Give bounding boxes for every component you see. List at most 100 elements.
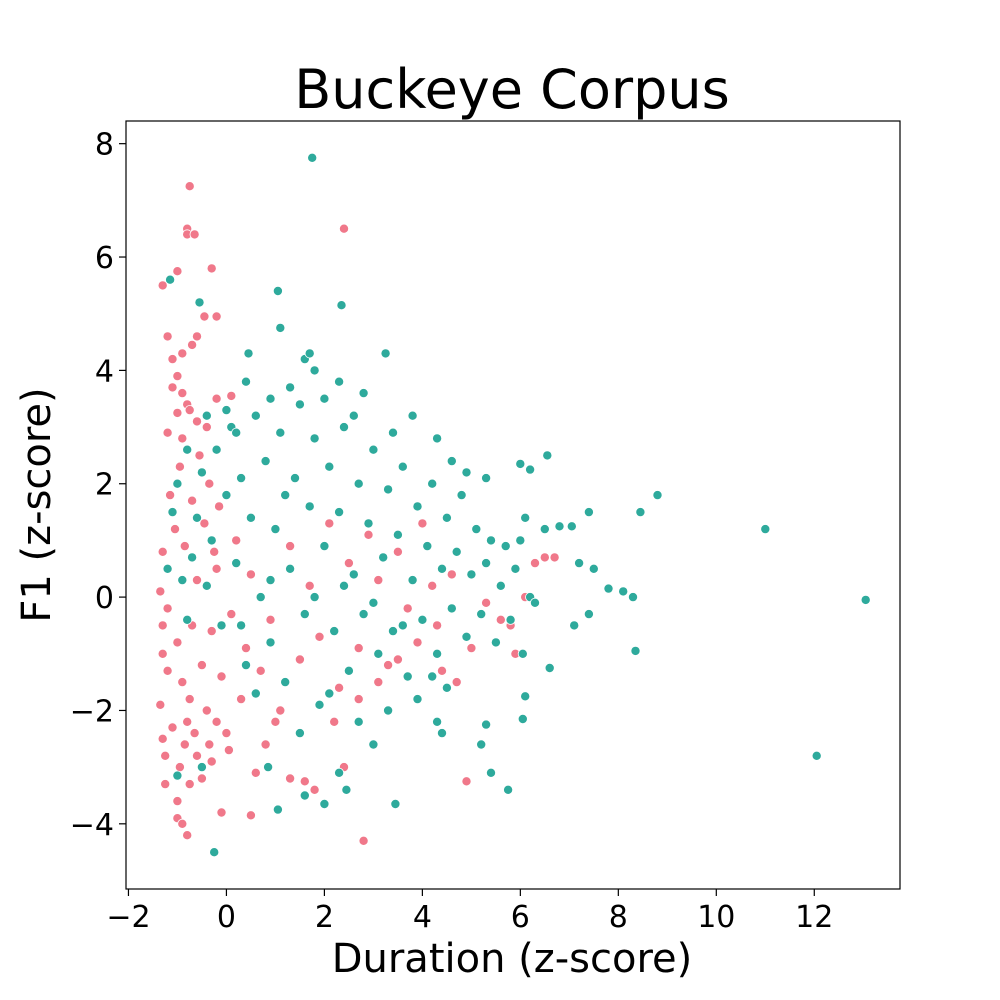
data-point-series-1 bbox=[329, 716, 340, 727]
data-point-series-2 bbox=[201, 580, 212, 591]
data-point-series-1 bbox=[204, 478, 215, 489]
data-point-series-2 bbox=[485, 767, 496, 778]
data-point-series-2 bbox=[495, 580, 506, 591]
data-point-series-1 bbox=[177, 348, 188, 359]
y-tick-label: 0 bbox=[95, 581, 114, 616]
data-point-series-2 bbox=[422, 541, 433, 552]
data-point-series-2 bbox=[436, 563, 447, 574]
data-point-series-2 bbox=[240, 660, 251, 671]
data-point-series-1 bbox=[167, 722, 178, 733]
data-point-series-1 bbox=[206, 263, 217, 274]
data-point-series-2 bbox=[566, 521, 577, 532]
data-point-series-1 bbox=[172, 407, 183, 418]
data-point-series-2 bbox=[412, 501, 423, 512]
data-point-series-1 bbox=[162, 331, 173, 342]
data-point-series-1 bbox=[358, 835, 369, 846]
data-point-series-1 bbox=[226, 390, 237, 401]
data-point-series-2 bbox=[520, 691, 531, 702]
data-point-series-2 bbox=[187, 552, 198, 563]
data-point-series-1 bbox=[206, 626, 217, 637]
data-point-series-2 bbox=[517, 714, 528, 725]
data-point-series-1 bbox=[245, 569, 256, 580]
data-point-series-1 bbox=[231, 535, 242, 546]
data-point-series-1 bbox=[265, 614, 276, 625]
data-point-series-2 bbox=[515, 458, 526, 469]
data-point-series-1 bbox=[539, 552, 550, 563]
data-point-series-1 bbox=[172, 637, 183, 648]
data-point-series-1 bbox=[187, 339, 198, 350]
data-point-series-2 bbox=[275, 427, 286, 438]
data-point-series-2 bbox=[517, 648, 528, 659]
data-point-series-1 bbox=[221, 728, 232, 739]
data-point-series-1 bbox=[191, 750, 202, 761]
data-point-series-2 bbox=[358, 609, 369, 620]
data-point-series-2 bbox=[456, 490, 467, 501]
data-point-series-2 bbox=[446, 456, 457, 467]
data-point-series-1 bbox=[211, 393, 222, 404]
data-point-series-2 bbox=[304, 348, 315, 359]
data-point-series-1 bbox=[412, 637, 423, 648]
data-point-series-1 bbox=[245, 810, 256, 821]
data-point-series-1 bbox=[451, 677, 462, 688]
data-point-series-2 bbox=[544, 663, 555, 674]
data-point-series-1 bbox=[260, 739, 271, 750]
data-point-series-1 bbox=[157, 648, 168, 659]
data-point-series-1 bbox=[334, 682, 345, 693]
data-point-series-1 bbox=[211, 563, 222, 574]
data-point-series-2 bbox=[373, 648, 384, 659]
data-point-series-1 bbox=[184, 694, 195, 705]
data-point-series-1 bbox=[373, 677, 384, 688]
data-point-series-2 bbox=[539, 524, 550, 535]
data-point-series-2 bbox=[265, 575, 276, 586]
data-point-series-2 bbox=[542, 450, 553, 461]
data-point-series-1 bbox=[353, 643, 364, 654]
data-point-series-2 bbox=[368, 739, 379, 750]
data-point-series-2 bbox=[272, 804, 283, 815]
data-point-series-1 bbox=[157, 733, 168, 744]
data-point-series-2 bbox=[466, 569, 477, 580]
data-point-series-1 bbox=[216, 671, 227, 682]
data-point-series-2 bbox=[309, 592, 320, 603]
data-point-series-2 bbox=[285, 563, 296, 574]
x-tick-label: 6 bbox=[511, 900, 530, 935]
data-point-series-1 bbox=[157, 280, 168, 291]
data-point-series-1 bbox=[184, 405, 195, 416]
data-point-series-1 bbox=[373, 575, 384, 586]
data-point-series-2 bbox=[172, 478, 183, 489]
data-point-series-1 bbox=[236, 694, 247, 705]
data-point-series-1 bbox=[177, 388, 188, 399]
data-point-series-1 bbox=[211, 311, 222, 322]
data-point-series-2 bbox=[250, 410, 261, 421]
data-point-series-2 bbox=[436, 728, 447, 739]
data-point-series-2 bbox=[476, 609, 487, 620]
data-point-series-2 bbox=[334, 507, 345, 518]
data-point-series-2 bbox=[432, 648, 443, 659]
data-point-series-1 bbox=[201, 422, 212, 433]
data-point-series-2 bbox=[588, 563, 599, 574]
y-tick-label: −2 bbox=[70, 694, 114, 729]
data-point-series-2 bbox=[368, 597, 379, 608]
data-point-series-2 bbox=[481, 473, 492, 484]
data-point-series-1 bbox=[285, 541, 296, 552]
data-point-series-1 bbox=[481, 597, 492, 608]
data-point-series-1 bbox=[206, 756, 217, 767]
data-point-series-2 bbox=[503, 784, 514, 795]
x-tick-label: −2 bbox=[106, 900, 150, 935]
data-point-series-2 bbox=[630, 645, 641, 656]
data-point-series-2 bbox=[177, 575, 188, 586]
data-point-series-2 bbox=[353, 716, 364, 727]
data-point-series-2 bbox=[265, 393, 276, 404]
data-point-series-1 bbox=[189, 229, 200, 240]
data-point-series-1 bbox=[250, 767, 261, 778]
data-point-series-1 bbox=[179, 541, 190, 552]
x-tick-label: 4 bbox=[413, 900, 432, 935]
data-point-series-2 bbox=[191, 512, 202, 523]
data-point-series-2 bbox=[461, 467, 472, 478]
x-tick-label: 0 bbox=[217, 900, 236, 935]
data-point-series-1 bbox=[461, 776, 472, 787]
data-point-series-2 bbox=[383, 705, 394, 716]
data-point-series-2 bbox=[358, 388, 369, 399]
data-point-series-2 bbox=[221, 405, 232, 416]
data-point-series-1 bbox=[240, 643, 251, 654]
data-point-series-1 bbox=[216, 807, 227, 818]
